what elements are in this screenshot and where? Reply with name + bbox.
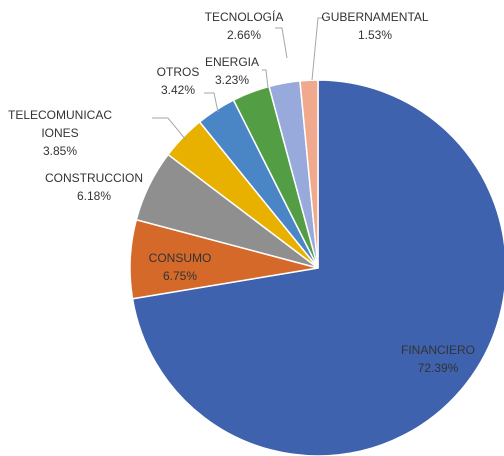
data-label: TELECOMUNICACIONES 3.85% bbox=[7, 106, 113, 160]
value-label: 72.39% bbox=[417, 361, 459, 375]
data-label: TECNOLOGÍA 2.66% bbox=[205, 8, 284, 44]
pie-slice bbox=[299, 79, 319, 269]
category-label: OTROS bbox=[156, 65, 200, 79]
data-label: GUBERNAMENTAL 1.53% bbox=[321, 8, 428, 44]
leader-line bbox=[275, 27, 288, 59]
value-label: 3.42% bbox=[160, 83, 196, 97]
data-label: CONSTRUCCION 6.18% bbox=[45, 169, 143, 205]
leader-line bbox=[311, 17, 324, 81]
value-label: 2.66% bbox=[226, 28, 262, 42]
data-label: CONSUMO 6.75% bbox=[149, 249, 212, 285]
value-label: 3.85% bbox=[42, 144, 78, 158]
leader-line bbox=[262, 69, 269, 89]
category-label: TELECOMUNICACIONES bbox=[7, 108, 112, 140]
value-label: 6.18% bbox=[76, 189, 112, 203]
category-label: GUBERNAMENTAL bbox=[321, 10, 429, 24]
leader-line bbox=[204, 92, 219, 113]
value-label: 3.23% bbox=[214, 73, 250, 87]
category-label: CONSTRUCCION bbox=[45, 171, 143, 185]
category-label: ENERGIA bbox=[204, 55, 260, 69]
data-label: OTROS 3.42% bbox=[157, 63, 200, 99]
value-label: 6.75% bbox=[162, 269, 198, 283]
leader-lines bbox=[152, 17, 324, 141]
category-label: CONSUMO bbox=[148, 251, 212, 265]
leader-line bbox=[152, 117, 187, 141]
category-label: TECNOLOGÍA bbox=[204, 10, 284, 24]
category-label: FINANCIERO bbox=[400, 343, 476, 357]
data-label: ENERGIA 3.23% bbox=[205, 53, 259, 89]
value-label: 1.53% bbox=[357, 28, 393, 42]
data-label: FINANCIERO 72.39% bbox=[401, 341, 475, 377]
